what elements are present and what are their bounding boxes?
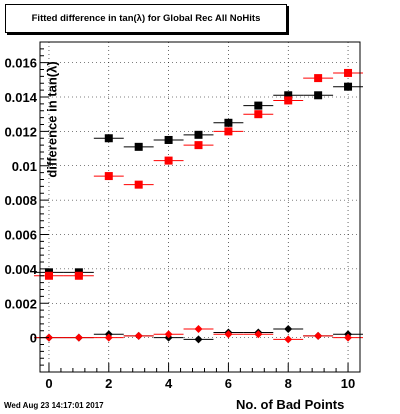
data-point-square: [194, 130, 203, 139]
data-point-square: [164, 135, 173, 144]
data-point-square: [134, 180, 143, 189]
plot-frame: [39, 41, 361, 373]
x-tick-label: 2: [105, 376, 112, 391]
y-tick-label: 0.008: [4, 193, 37, 208]
data-point-square: [344, 82, 353, 91]
y-tick-label: 0.012: [4, 124, 37, 139]
data-point-diamond: [284, 325, 293, 334]
x-axis-label: No. of Bad Points: [236, 397, 345, 412]
data-point-square: [104, 172, 113, 181]
y-tick-label: 0.014: [4, 90, 37, 105]
data-point-square: [254, 110, 263, 119]
chart-title-box: Fitted difference in tan(λ) for Global R…: [5, 4, 287, 33]
x-tick-label: 4: [165, 376, 173, 391]
data-point-diamond: [164, 330, 173, 339]
data-point-diamond: [344, 333, 353, 342]
y-tick-label: 0.016: [4, 56, 37, 71]
timestamp: Wed Aug 23 14:17:01 2017: [4, 401, 104, 410]
y-tick-label: 0.002: [4, 296, 37, 311]
chart-title: Fitted difference in tan(λ) for Global R…: [31, 13, 261, 24]
data-point-diamond: [194, 335, 203, 344]
grid: [40, 42, 360, 372]
data-point-square: [284, 96, 293, 105]
data-point-diamond: [254, 330, 263, 339]
data-point-square: [254, 101, 263, 110]
data-point-square: [164, 156, 173, 165]
data-point-square: [344, 68, 353, 77]
data-point-square: [224, 118, 233, 127]
x-tick-label: 10: [341, 376, 355, 391]
y-tick-label: 0: [30, 331, 37, 346]
data-point-square: [224, 127, 233, 136]
data-point-diamond: [134, 331, 143, 340]
data-point-square: [314, 91, 323, 100]
data-point-diamond: [224, 330, 233, 339]
data-point-diamond: [284, 335, 293, 344]
data-point-square: [134, 142, 143, 151]
data-point-square: [314, 74, 323, 83]
data-point-square: [284, 91, 293, 100]
data-point-square: [44, 271, 53, 280]
x-tick-label: 0: [45, 376, 52, 391]
data-point-diamond: [194, 325, 203, 334]
data-marks: [34, 68, 363, 344]
x-tick-label: 8: [285, 376, 292, 391]
y-tick-label: 0.006: [4, 228, 37, 243]
data-point-diamond: [314, 331, 323, 340]
x-tick-label: 6: [225, 376, 232, 391]
axis-ticks: 0 2 4 6 8 10 0 0.002 0.004 0.006 0.008 0.01 0.012 0.0…: [4, 48, 355, 391]
data-point-square: [104, 134, 113, 143]
data-point-square: [194, 141, 203, 150]
data-point-diamond: [74, 333, 83, 342]
data-point-diamond: [104, 333, 113, 342]
y-tick-label: 0.01: [12, 159, 37, 174]
y-tick-label: 0.004: [4, 262, 37, 277]
data-point-square: [74, 271, 83, 280]
y-axis-label: difference in tan(λ): [44, 61, 60, 178]
